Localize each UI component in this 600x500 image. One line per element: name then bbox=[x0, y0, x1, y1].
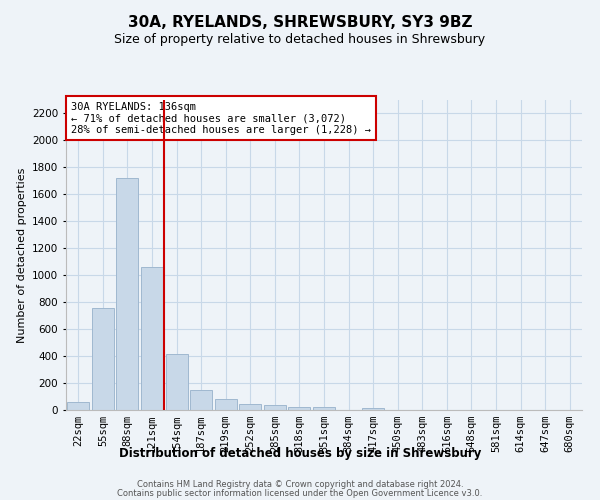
Text: Contains HM Land Registry data © Crown copyright and database right 2024.: Contains HM Land Registry data © Crown c… bbox=[137, 480, 463, 489]
Text: 30A RYELANDS: 136sqm
← 71% of detached houses are smaller (3,072)
28% of semi-de: 30A RYELANDS: 136sqm ← 71% of detached h… bbox=[71, 102, 371, 134]
Bar bbox=[362, 408, 384, 410]
Text: Distribution of detached houses by size in Shrewsbury: Distribution of detached houses by size … bbox=[119, 448, 481, 460]
Bar bbox=[166, 354, 188, 410]
Bar bbox=[67, 402, 89, 410]
Bar bbox=[92, 308, 114, 410]
Text: Contains public sector information licensed under the Open Government Licence v3: Contains public sector information licen… bbox=[118, 489, 482, 498]
Text: Size of property relative to detached houses in Shrewsbury: Size of property relative to detached ho… bbox=[115, 32, 485, 46]
Bar bbox=[116, 178, 139, 410]
Bar bbox=[215, 399, 237, 410]
Bar bbox=[289, 406, 310, 410]
Text: 30A, RYELANDS, SHREWSBURY, SY3 9BZ: 30A, RYELANDS, SHREWSBURY, SY3 9BZ bbox=[128, 15, 472, 30]
Bar bbox=[239, 404, 262, 410]
Bar bbox=[141, 267, 163, 410]
Bar bbox=[190, 390, 212, 410]
Y-axis label: Number of detached properties: Number of detached properties bbox=[17, 168, 26, 342]
Bar bbox=[313, 408, 335, 410]
Bar bbox=[264, 406, 286, 410]
